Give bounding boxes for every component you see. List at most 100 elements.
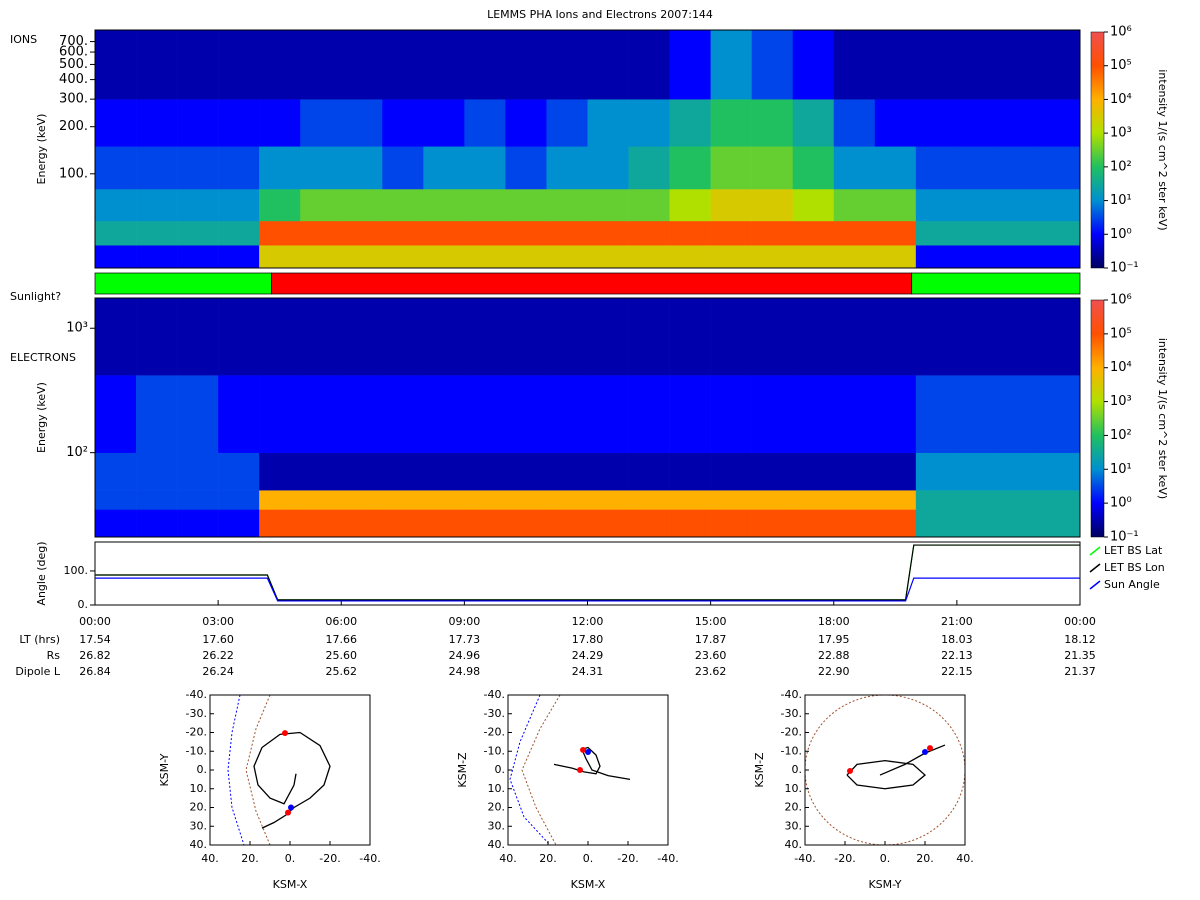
heatmap-cell — [259, 375, 301, 453]
heatmap-cell — [259, 490, 301, 510]
heatmap-cell — [997, 452, 1040, 491]
heatmap-cell — [177, 99, 219, 147]
ephemeris-value: 26.82 — [79, 649, 111, 662]
heatmap-cell — [505, 245, 547, 269]
x-tick-label: 21:00 — [941, 615, 973, 628]
heatmap-cell — [997, 298, 1040, 376]
heatmap-cell — [464, 188, 506, 222]
sunlight-segment — [911, 272, 1081, 295]
heatmap-cell — [833, 188, 876, 222]
heatmap-cell — [751, 146, 794, 190]
heatmap-cell — [341, 188, 383, 222]
ephemeris-value: 24.31 — [572, 665, 604, 678]
heatmap-cell — [874, 490, 917, 510]
heatmap-cell — [382, 452, 424, 491]
heatmap-cell — [710, 30, 752, 100]
y-tick-label: 0. — [197, 763, 208, 776]
ephemeris-value: 18.03 — [941, 633, 973, 646]
ephemeris-value: 26.22 — [202, 649, 234, 662]
x-tick-label: 40. — [499, 852, 517, 865]
heatmap-cell — [956, 220, 999, 246]
ephemeris-value: 17.87 — [695, 633, 727, 646]
x-tick-label: -40. — [657, 852, 678, 865]
colorbar-label: intensity 1/(s cm^2 ster keV) — [1156, 69, 1169, 230]
heatmap-cell — [1038, 509, 1081, 538]
heatmap-cell — [956, 452, 999, 491]
heatmap-cell — [956, 188, 999, 222]
y-tick-label: -20. — [484, 726, 505, 739]
heatmap-cell — [423, 490, 465, 510]
heatmap-cell — [1038, 452, 1081, 491]
y-axis-label: KSM-Z — [753, 752, 766, 788]
y-axis-label: Angle (deg) — [35, 541, 48, 605]
colorbar-tick-label: 10² — [1110, 428, 1132, 443]
heatmap-cell — [464, 509, 506, 538]
y-tick-label: 600. — [59, 45, 88, 60]
heatmap-cell — [259, 188, 301, 222]
heatmap-cell — [546, 188, 588, 222]
y-tick-label: 0. — [792, 763, 803, 776]
heatmap-cell — [587, 188, 629, 222]
heatmap-cell — [95, 220, 137, 246]
heatmap-cell — [915, 220, 958, 246]
heatmap-cell — [300, 245, 342, 269]
heatmap-cell — [587, 490, 629, 510]
heatmap-cell — [874, 298, 917, 376]
heatmap-cell — [382, 298, 424, 376]
heatmap-cell — [874, 30, 917, 100]
heatmap-cell — [833, 452, 876, 491]
y-tick-label: -20. — [781, 726, 802, 739]
heatmap-cell — [423, 188, 465, 222]
orbit-plot — [227, 695, 331, 845]
heatmap-cell — [218, 220, 260, 246]
y-tick-label: 40. — [190, 838, 208, 851]
heatmap-cell — [423, 509, 465, 538]
heatmap-cell — [218, 30, 260, 100]
ephemeris-value: 23.60 — [695, 649, 727, 662]
colorbar-tick-label: 10⁵ — [1110, 326, 1132, 341]
heatmap-cell — [915, 452, 958, 491]
heatmap-cell — [464, 298, 506, 376]
y-tick-label: 200. — [59, 119, 88, 134]
sunlight-segment — [94, 272, 272, 295]
heatmap-cell — [259, 298, 301, 376]
heatmap-cell — [833, 146, 876, 190]
heatmap-cell — [136, 452, 178, 491]
heatmap-cell — [382, 146, 424, 190]
position-marker — [288, 804, 294, 811]
colorbar — [1090, 31, 1105, 269]
y-tick-label: -30. — [781, 707, 802, 720]
heatmap-cell — [464, 490, 506, 510]
heatmap-cell — [997, 245, 1040, 269]
heatmap-cell — [915, 188, 958, 222]
heatmap-cell — [300, 220, 342, 246]
heatmap-cell — [710, 220, 752, 246]
y-axis-label: Energy (keV) — [35, 382, 48, 453]
heatmap-cell — [751, 490, 794, 510]
x-tick-label: 20. — [539, 852, 557, 865]
ephemeris-value: 17.60 — [202, 633, 234, 646]
heatmap-cell — [341, 298, 383, 376]
heatmap-cell — [382, 188, 424, 222]
heatmap-cell — [833, 30, 876, 100]
heatmap-cell — [546, 490, 588, 510]
heatmap-cell — [1038, 375, 1081, 453]
y-tick-label: -30. — [484, 707, 505, 720]
heatmap-cell — [177, 375, 219, 453]
heatmap-cell — [341, 99, 383, 147]
heatmap-cell — [628, 188, 670, 222]
heatmap-cell — [956, 30, 999, 100]
colorbar-tick-label: 10⁻¹ — [1110, 261, 1139, 276]
heatmap-cell — [464, 30, 506, 100]
x-tick-label: 06:00 — [325, 615, 357, 628]
heatmap-cell — [874, 452, 917, 491]
heatmap-cell — [587, 99, 629, 147]
ephemeris-value: 23.62 — [695, 665, 727, 678]
heatmap-cell — [95, 452, 137, 491]
y-axis-label: Energy (keV) — [35, 114, 48, 185]
heatmap-cell — [341, 30, 383, 100]
heatmap-cell — [136, 298, 178, 376]
heatmap-cell — [136, 30, 178, 100]
heatmap-cell — [1038, 30, 1081, 100]
heatmap-cell — [833, 99, 876, 147]
